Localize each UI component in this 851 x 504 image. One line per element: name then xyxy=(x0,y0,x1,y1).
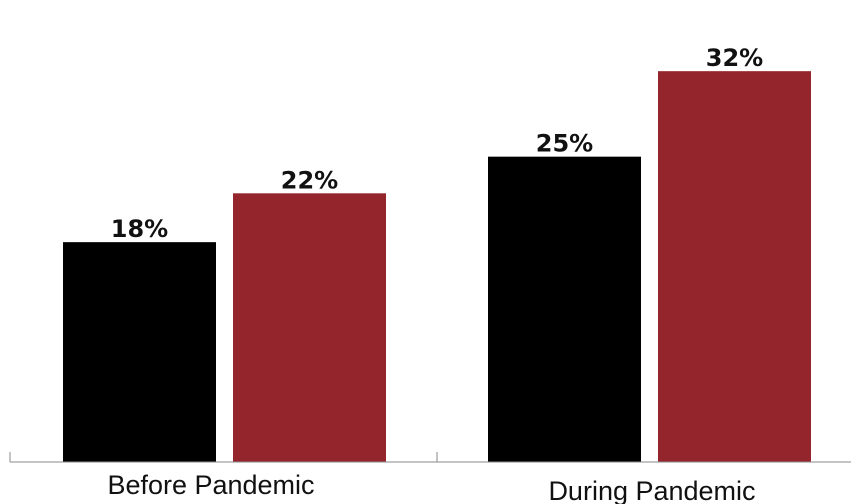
category-label-during: During Pandemic xyxy=(548,476,755,504)
category-label-before: Before Pandemic xyxy=(107,470,314,500)
bar-series2-before xyxy=(233,193,386,462)
bar-series2-during xyxy=(658,71,811,462)
data-label-series2-before: 22% xyxy=(281,166,338,194)
data-label-series1-during: 25% xyxy=(536,130,593,158)
data-label-series2-during: 32% xyxy=(706,44,763,72)
bar-series1-during xyxy=(488,156,641,462)
data-label-series1-before: 18% xyxy=(111,215,168,243)
bar-series1-before xyxy=(63,242,216,462)
value-labels-layer: 18% 22% 25% 32% xyxy=(111,44,763,243)
bars-layer xyxy=(63,71,811,462)
